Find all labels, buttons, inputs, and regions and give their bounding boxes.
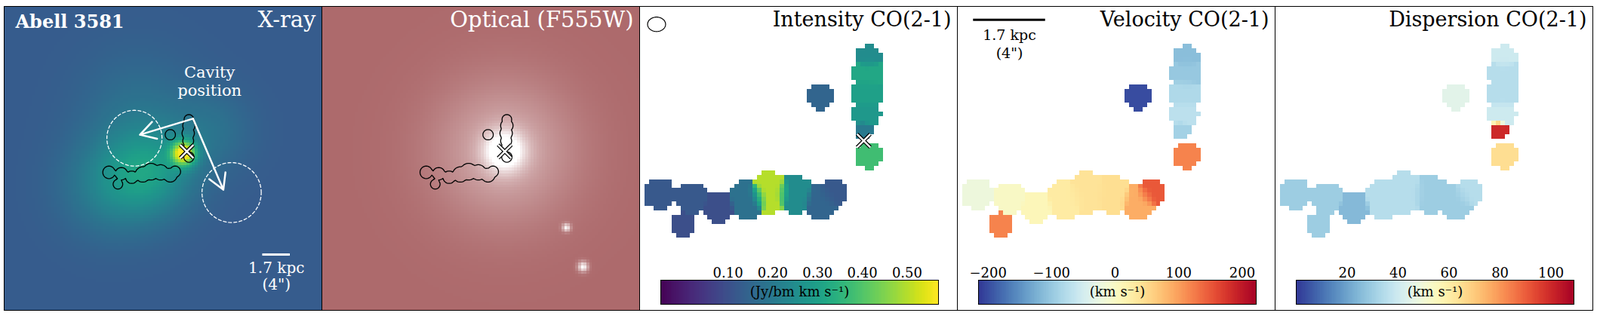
svg-text:0.10: 0.10 bbox=[712, 264, 743, 281]
svg-text:(Jy/bm km s⁻¹): (Jy/bm km s⁻¹) bbox=[750, 283, 850, 300]
svg-text:20: 20 bbox=[1338, 264, 1357, 281]
svg-text:(km s⁻¹): (km s⁻¹) bbox=[1407, 283, 1464, 300]
svg-text:0.40: 0.40 bbox=[847, 264, 878, 281]
svg-text:100: 100 bbox=[1538, 264, 1564, 281]
svg-text:0.30: 0.30 bbox=[802, 264, 833, 281]
svg-text:100: 100 bbox=[1166, 264, 1192, 281]
svg-text:Abell 3581: Abell 3581 bbox=[15, 10, 125, 33]
svg-text:(4"): (4") bbox=[996, 44, 1024, 62]
svg-text:80: 80 bbox=[1491, 264, 1509, 281]
svg-text:200: 200 bbox=[1229, 264, 1256, 281]
svg-text:Dispersion CO(2-1): Dispersion CO(2-1) bbox=[1388, 7, 1587, 31]
svg-text:(km s⁻¹): (km s⁻¹) bbox=[1089, 283, 1146, 300]
svg-text:0.20: 0.20 bbox=[757, 264, 788, 281]
svg-text:X-ray: X-ray bbox=[258, 6, 317, 33]
svg-text:(4"): (4") bbox=[261, 275, 291, 294]
svg-text:Cavityposition: Cavityposition bbox=[177, 63, 242, 100]
svg-text:Optical (F555W): Optical (F555W) bbox=[449, 6, 634, 33]
svg-text:Intensity CO(2-1): Intensity CO(2-1) bbox=[772, 7, 952, 31]
svg-text:−100: −100 bbox=[1033, 264, 1071, 281]
svg-text:1.7 kpc: 1.7 kpc bbox=[248, 259, 305, 278]
svg-text:60: 60 bbox=[1440, 264, 1459, 281]
svg-text:1.7 kpc: 1.7 kpc bbox=[982, 26, 1037, 44]
svg-text:Velocity CO(2-1): Velocity CO(2-1) bbox=[1099, 7, 1270, 31]
svg-text:−200: −200 bbox=[969, 264, 1007, 281]
svg-text:40: 40 bbox=[1389, 264, 1407, 281]
svg-text:0.50: 0.50 bbox=[892, 264, 923, 281]
svg-text:0: 0 bbox=[1110, 264, 1120, 281]
